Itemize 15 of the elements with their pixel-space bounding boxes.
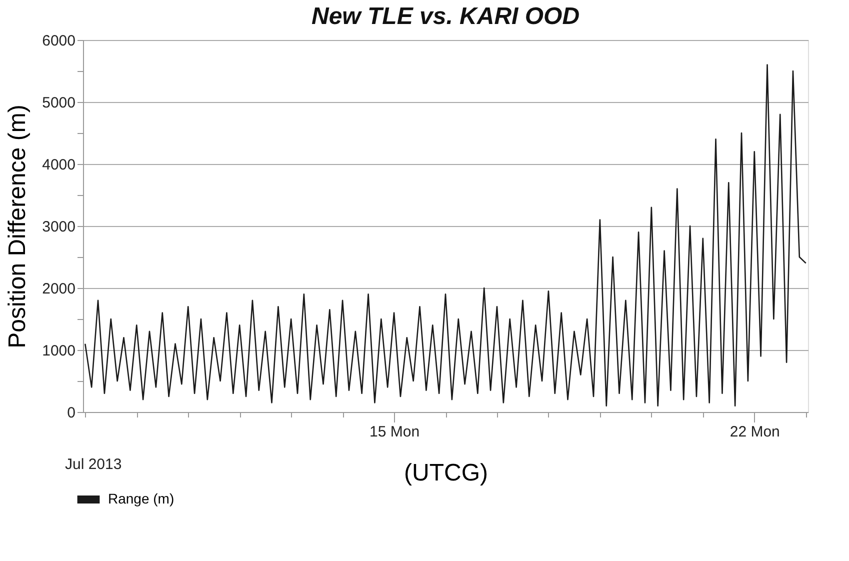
y-tick-label: 3000 xyxy=(42,218,76,236)
x-tick-label: 15 Mon xyxy=(369,424,420,440)
chart-title: New TLE vs. KARI OOD xyxy=(311,3,580,30)
y-tick-label: 6000 xyxy=(42,32,76,50)
y-tick-label: 4000 xyxy=(42,156,76,174)
text: Jul 2013 xyxy=(65,456,122,473)
line-series xyxy=(84,64,807,406)
y-axis-title: Position Difference (m) xyxy=(4,104,32,348)
legend-label: Range (m) xyxy=(108,490,174,506)
y-tick-label: 2000 xyxy=(42,280,76,298)
y-tick-label: 5000 xyxy=(42,94,76,112)
x-axis-title: (UTCG) xyxy=(404,460,488,486)
x-tick-label: 22 Mon xyxy=(730,424,780,440)
y-tick-label: 0 xyxy=(67,404,76,422)
y-tick-label: 1000 xyxy=(42,342,76,360)
